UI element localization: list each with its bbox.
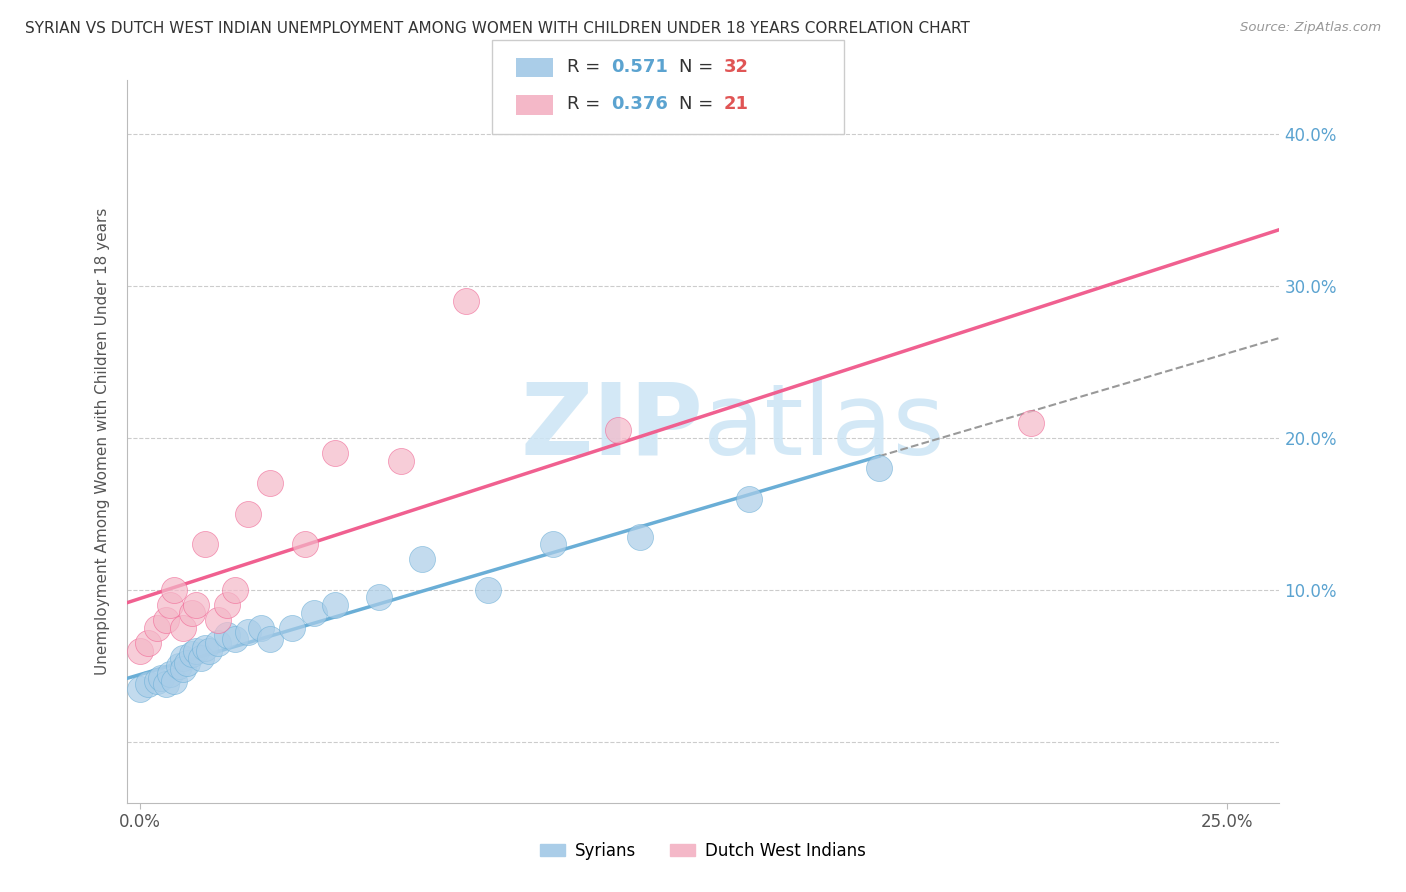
Point — [180, 647, 202, 661]
Point — [159, 598, 181, 612]
Point — [159, 666, 181, 681]
Point — [146, 674, 169, 689]
Point — [186, 598, 208, 612]
Text: atlas: atlas — [703, 378, 945, 475]
Point — [294, 537, 316, 551]
Point — [541, 537, 564, 551]
Point — [628, 530, 651, 544]
Point — [190, 651, 212, 665]
Point — [198, 643, 221, 657]
Point — [136, 636, 159, 650]
Point — [180, 606, 202, 620]
Text: N =: N = — [679, 95, 718, 113]
Point — [172, 662, 194, 676]
Point — [454, 293, 477, 308]
Point — [207, 636, 229, 650]
Text: N =: N = — [679, 58, 718, 76]
Point — [194, 537, 217, 551]
Point — [868, 461, 890, 475]
Point — [146, 621, 169, 635]
Point — [186, 643, 208, 657]
Text: 32: 32 — [724, 58, 749, 76]
Text: 0.376: 0.376 — [612, 95, 668, 113]
Point — [150, 671, 173, 685]
Point — [411, 552, 433, 566]
Text: 0.571: 0.571 — [612, 58, 668, 76]
Point — [215, 598, 238, 612]
Point — [207, 613, 229, 627]
Point — [325, 598, 347, 612]
Point — [163, 674, 186, 689]
Point — [194, 640, 217, 655]
Point — [238, 507, 260, 521]
Point — [250, 621, 273, 635]
Point — [325, 446, 347, 460]
Point — [389, 453, 412, 467]
Point — [302, 606, 325, 620]
Point — [167, 659, 190, 673]
Point — [367, 591, 389, 605]
Legend: Syrians, Dutch West Indians: Syrians, Dutch West Indians — [534, 836, 872, 867]
Point — [1021, 416, 1043, 430]
Text: R =: R = — [567, 58, 606, 76]
Point — [259, 476, 281, 491]
Y-axis label: Unemployment Among Women with Children Under 18 years: Unemployment Among Women with Children U… — [94, 208, 110, 675]
Point — [281, 621, 304, 635]
Text: ZIP: ZIP — [520, 378, 703, 475]
Text: Source: ZipAtlas.com: Source: ZipAtlas.com — [1240, 21, 1381, 34]
Point — [215, 628, 238, 642]
Point — [259, 632, 281, 646]
Point — [607, 423, 630, 437]
Point — [163, 582, 186, 597]
Point — [477, 582, 499, 597]
Point — [172, 651, 194, 665]
Point — [136, 677, 159, 691]
Point — [128, 681, 150, 696]
Point — [172, 621, 194, 635]
Text: 21: 21 — [724, 95, 749, 113]
Point — [737, 491, 759, 506]
Point — [176, 656, 198, 670]
Point — [155, 677, 177, 691]
Point — [224, 582, 246, 597]
Point — [155, 613, 177, 627]
Text: SYRIAN VS DUTCH WEST INDIAN UNEMPLOYMENT AMONG WOMEN WITH CHILDREN UNDER 18 YEAR: SYRIAN VS DUTCH WEST INDIAN UNEMPLOYMENT… — [25, 21, 970, 36]
Point — [128, 643, 150, 657]
Point — [224, 632, 246, 646]
Text: R =: R = — [567, 95, 606, 113]
Point — [238, 625, 260, 640]
